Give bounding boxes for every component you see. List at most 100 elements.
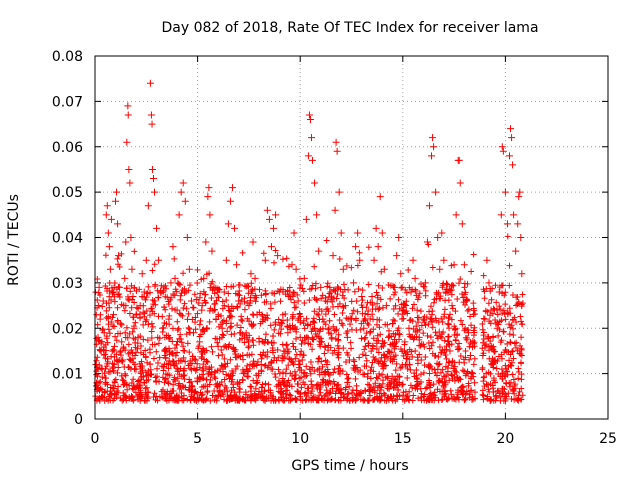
data-point <box>442 288 450 296</box>
scatter-fill-marker <box>309 336 316 343</box>
scatter-fill-marker <box>367 367 374 374</box>
scatter-fill-marker <box>259 384 266 391</box>
scatter-fill-marker <box>355 285 362 292</box>
scatter-fill-marker <box>199 365 206 372</box>
scatter-fill-marker <box>392 367 399 374</box>
scatter-fill-marker <box>324 396 331 403</box>
scatter-fill-marker <box>466 356 473 363</box>
scatter-fill-marker <box>102 388 109 395</box>
scatter-fill-marker <box>228 387 235 394</box>
scatter-fill-marker <box>239 249 246 256</box>
scatter-fill-marker <box>286 356 293 363</box>
data-point <box>149 175 157 183</box>
scatter-fill-marker <box>149 341 156 348</box>
scatter-fill-marker <box>344 375 351 382</box>
scatter-fill-marker <box>165 378 171 385</box>
scatter-fill-marker <box>110 385 117 392</box>
scatter-fill-marker <box>362 387 369 394</box>
scatter-fill-marker <box>162 395 169 402</box>
scatter-fill-marker <box>100 351 107 358</box>
scatter-fill-marker <box>425 321 432 328</box>
data-point <box>100 329 108 337</box>
scatter-fill-marker <box>223 297 230 304</box>
scatter-fill-marker <box>104 360 111 367</box>
scatter-fill-marker <box>335 381 342 388</box>
y-tick-label: 0 <box>74 412 83 428</box>
scatter-fill-marker <box>99 303 106 310</box>
scatter-fill-marker <box>372 355 379 362</box>
scatter-fill-marker <box>403 308 410 315</box>
scatter-fill-marker <box>516 388 523 395</box>
scatter-fill-marker <box>322 344 329 351</box>
scatter-fill-marker <box>374 393 381 400</box>
scatter-fill-marker <box>313 296 320 303</box>
scatter-fill-marker <box>108 391 115 398</box>
scatter-fill-marker <box>370 316 377 323</box>
scatter-fill-marker <box>403 396 410 403</box>
scatter-fill-marker <box>106 304 113 311</box>
data-point <box>378 229 386 237</box>
scatter-fill-marker <box>407 316 414 323</box>
data-point <box>425 202 433 210</box>
scatter-fill-marker <box>485 386 492 393</box>
data-point <box>368 292 376 300</box>
scatter-fill-marker <box>111 361 118 368</box>
scatter-fill-marker <box>339 322 346 329</box>
scatter-fill-marker <box>216 389 223 396</box>
scatter-fill-marker <box>105 326 112 333</box>
data-point <box>105 243 113 251</box>
scatter-fill-marker <box>154 334 161 341</box>
scatter-fill-marker <box>104 288 111 295</box>
scatter-fill-marker <box>115 383 122 390</box>
data-point <box>448 302 456 310</box>
scatter-fill-marker <box>497 306 504 313</box>
scatter-fill-marker <box>499 373 506 380</box>
scatter-fill-marker <box>117 352 124 359</box>
scatter-fill-marker <box>451 359 458 366</box>
data-point <box>129 292 137 300</box>
scatter-fill-marker <box>110 382 117 389</box>
data-point <box>471 379 479 387</box>
scatter-fill-marker <box>186 379 193 386</box>
scatter-fill-marker <box>162 306 169 313</box>
scatter-fill-marker <box>194 266 201 273</box>
data-point <box>376 193 384 201</box>
scatter-fill-marker <box>311 319 318 326</box>
scatter-fill-marker <box>277 298 284 305</box>
scatter-fill-marker <box>365 340 372 347</box>
scatter-fill-marker <box>132 319 139 326</box>
scatter-fill-marker <box>271 354 278 361</box>
scatter-fill-marker <box>304 321 311 328</box>
scatter-fill-marker <box>148 320 155 327</box>
scatter-fill-marker <box>135 396 142 403</box>
scatter-fill-marker <box>485 333 492 340</box>
scatter-fill-marker <box>361 371 368 378</box>
scatter-fill-marker <box>487 380 494 387</box>
scatter-fill-marker <box>289 359 296 366</box>
scatter-fill-marker <box>362 334 369 341</box>
scatter-fill-marker <box>105 397 112 404</box>
scatter-fill-marker <box>408 348 415 355</box>
scatter-fill-marker <box>241 282 248 289</box>
data-point <box>516 188 524 196</box>
scatter-fill-marker <box>395 330 402 337</box>
scatter-fill-marker <box>255 393 262 400</box>
scatter-fill-marker <box>388 333 395 340</box>
scatter-fill-marker <box>267 300 274 307</box>
x-axis-label: GPS time / hours <box>291 458 408 474</box>
scatter-fill-marker <box>283 341 290 348</box>
scatter-fill-marker <box>366 386 373 393</box>
scatter-fill-marker <box>315 358 322 365</box>
scatter-fill-marker <box>398 284 405 291</box>
scatter-fill-marker <box>154 360 161 367</box>
scatter-fill-marker <box>398 364 405 371</box>
scatter-fill-marker <box>439 366 446 373</box>
scatter-fill-marker <box>301 381 308 388</box>
scatter-fill-marker <box>500 328 507 335</box>
data-point <box>163 361 171 369</box>
data-point <box>146 79 154 87</box>
scatter-fill-marker <box>264 312 271 319</box>
data-point <box>183 234 191 241</box>
scatter-fill-marker <box>301 325 308 332</box>
